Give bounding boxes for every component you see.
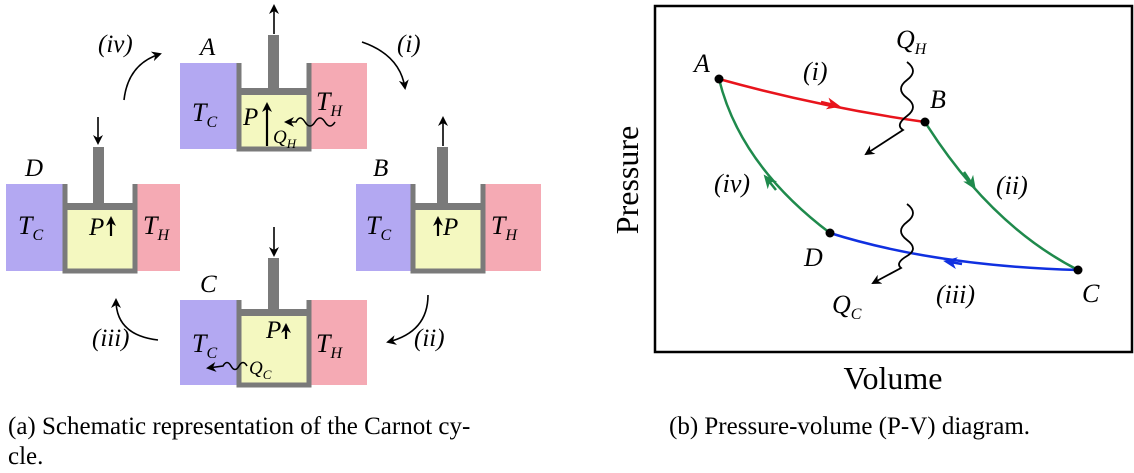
gas-chamber bbox=[65, 209, 135, 271]
point-label-c: C bbox=[1082, 279, 1100, 308]
step-label-i: (i) bbox=[803, 57, 828, 86]
hot-reservoir bbox=[309, 63, 367, 149]
process-i-curve bbox=[718, 77, 926, 124]
hot-reservoir bbox=[483, 184, 541, 271]
pressure-label: P bbox=[265, 317, 281, 344]
state-c-group: P C TC TH QC bbox=[180, 227, 367, 388]
gas-chamber bbox=[413, 209, 483, 271]
point-label-b: B bbox=[930, 85, 946, 114]
cycle-arrow-iii bbox=[111, 298, 159, 341]
point-c-marker bbox=[1073, 265, 1083, 275]
hot-temp-label: TH bbox=[316, 329, 343, 362]
step-label-iii: (iii) bbox=[92, 325, 130, 352]
process-ii-arrowhead bbox=[962, 171, 976, 190]
piston-rod bbox=[268, 258, 279, 311]
piston bbox=[413, 203, 483, 210]
process-iii-arrowhead bbox=[943, 257, 963, 270]
process-ii-curve bbox=[923, 121, 1079, 272]
pressure-label: P bbox=[242, 104, 258, 131]
pv-diagram-panel: A B C D (i) (ii) (iii) (iv) QH QC Volume… bbox=[609, 4, 1134, 440]
cylinder-wall bbox=[236, 300, 312, 388]
point-b-marker bbox=[920, 117, 930, 127]
cold-reservoir bbox=[356, 184, 413, 271]
piston-rod bbox=[93, 147, 104, 205]
cylinder-wall bbox=[62, 184, 138, 274]
process-iv-curve bbox=[717, 78, 831, 234]
cycle-arrow-ii bbox=[386, 294, 429, 345]
cold-reservoir bbox=[180, 300, 239, 385]
y-axis-label: Pressure bbox=[609, 126, 645, 234]
piston bbox=[239, 309, 309, 316]
step-label-ii: (ii) bbox=[414, 325, 445, 352]
heat-in-label: QH bbox=[273, 127, 297, 151]
cylinder-wall bbox=[410, 184, 486, 274]
piston bbox=[239, 88, 309, 95]
heat-out-label: QC bbox=[832, 290, 862, 323]
process-iii-curve bbox=[829, 231, 1079, 272]
cold-temp-label: TC bbox=[192, 98, 217, 131]
point-a-marker bbox=[714, 74, 724, 84]
plot-frame bbox=[653, 4, 1134, 354]
cold-temp-label: TC bbox=[192, 329, 217, 362]
step-label-iv: (iv) bbox=[98, 31, 133, 58]
cylinder-wall bbox=[236, 63, 312, 152]
hot-temp-label: TH bbox=[491, 211, 518, 244]
heat-in-label: QH bbox=[896, 25, 928, 58]
state-d-group: P D TC TH bbox=[6, 117, 180, 274]
cold-temp-label: TC bbox=[18, 211, 43, 244]
heat-in-wavy-arrow bbox=[284, 117, 336, 127]
heat-out-wavy-arrow bbox=[871, 203, 914, 284]
pressure-label: P bbox=[88, 214, 104, 241]
state-label: A bbox=[198, 34, 216, 61]
state-label: B bbox=[373, 155, 388, 182]
cycle-arrow-i bbox=[361, 41, 409, 90]
cycle-arrow-iv bbox=[123, 51, 162, 101]
point-d-marker bbox=[825, 228, 835, 238]
step-label-iii: (iii) bbox=[936, 280, 975, 309]
state-label: D bbox=[24, 155, 43, 182]
cold-temp-label: TC bbox=[366, 211, 391, 244]
hot-temp-label: TH bbox=[316, 87, 343, 120]
heat-out-wavy-arrow bbox=[206, 361, 248, 372]
point-label-a: A bbox=[692, 49, 710, 78]
cold-reservoir bbox=[180, 63, 239, 149]
state-a-group: P A TC TH QH bbox=[180, 4, 367, 152]
step-label-iv: (iv) bbox=[714, 169, 750, 198]
caption-a-line2: cle. bbox=[8, 443, 43, 470]
piston-rod bbox=[268, 35, 279, 90]
x-axis-label: Volume bbox=[844, 360, 943, 396]
state-b-group: P B TC TH bbox=[356, 116, 541, 274]
hot-temp-label: TH bbox=[143, 211, 170, 244]
schematic-panel: P A TC TH QH P D TC TH bbox=[6, 4, 541, 470]
gas-chamber bbox=[239, 315, 309, 385]
state-label: C bbox=[200, 271, 217, 298]
caption-b: (b) Pressure-volume (P-V) diagram. bbox=[669, 413, 1030, 440]
step-label-i: (i) bbox=[397, 31, 421, 58]
pressure-label: P bbox=[442, 214, 458, 241]
piston bbox=[65, 203, 135, 210]
process-i-arrowhead bbox=[820, 97, 841, 110]
point-label-d: D bbox=[803, 243, 823, 272]
hot-reservoir bbox=[309, 300, 367, 385]
process-iv-arrowhead bbox=[763, 174, 778, 191]
heat-out-label: QC bbox=[249, 358, 272, 382]
piston-rod bbox=[437, 147, 448, 205]
step-label-ii: (ii) bbox=[996, 171, 1028, 200]
heat-in-wavy-arrow bbox=[864, 61, 914, 156]
caption-a-line1: (a) Schematic representation of the Carn… bbox=[8, 413, 470, 440]
cold-reservoir bbox=[6, 184, 65, 271]
hot-reservoir bbox=[135, 184, 180, 271]
